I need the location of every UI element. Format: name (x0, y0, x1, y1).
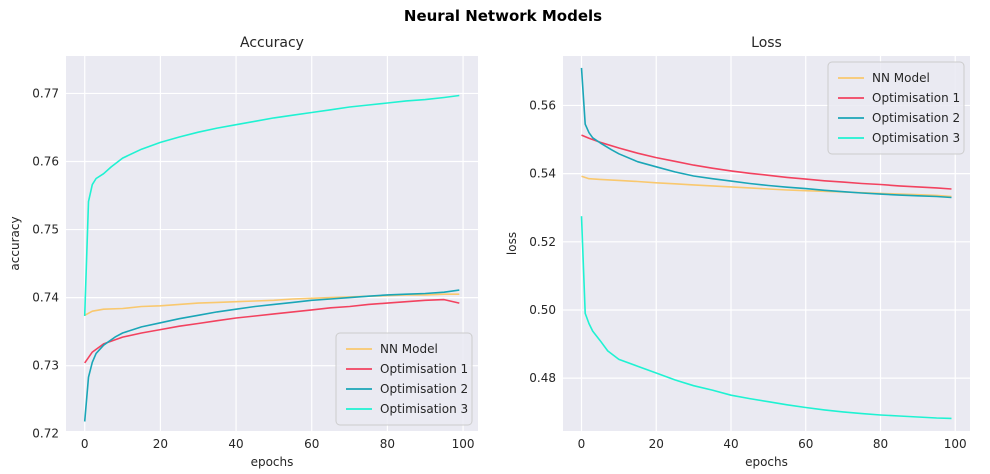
series-line-optimisation-1 (581, 134, 952, 190)
chart-title: Loss (751, 35, 782, 51)
x-tick-label: 80 (873, 437, 888, 451)
y-tick-label: 0.54 (529, 167, 556, 181)
legend-entry: NN Model (872, 71, 930, 85)
y-tick-label: 0.75 (32, 223, 59, 237)
x-tick-label: 100 (452, 437, 475, 451)
x-axis-label: epochs (251, 455, 294, 469)
legend-entry: Optimisation 2 (872, 111, 960, 125)
legend-entry: Optimisation 2 (380, 382, 468, 396)
series-line-optimisation-3 (580, 216, 952, 420)
x-tick-label: 60 (798, 437, 813, 451)
chart-title: Accuracy (240, 35, 304, 51)
y-axis-label: loss (505, 232, 519, 255)
y-tick-label: 0.48 (529, 371, 556, 385)
x-tick-label: 20 (153, 437, 168, 451)
x-tick-label: 40 (723, 437, 738, 451)
y-tick-label: 0.73 (32, 359, 59, 373)
x-tick-label: 0 (81, 437, 89, 451)
x-tick-label: 40 (228, 437, 243, 451)
series-line-optimisation-2 (83, 289, 460, 422)
legend-entry: Optimisation 1 (872, 91, 960, 105)
y-tick-label: 0.77 (32, 86, 59, 100)
y-tick-label: 0.72 (32, 427, 59, 441)
figure-title: Neural Network Models (404, 7, 602, 25)
legend-entry: Optimisation 3 (872, 131, 960, 145)
x-tick-label: 60 (304, 437, 319, 451)
legend-entry: Optimisation 3 (380, 402, 468, 416)
x-tick-label: 20 (649, 437, 664, 451)
chart-2: 0 20 40 60 80 100 0.48 0.50 0.52 0.54 0.56 Loss epoc… (505, 35, 970, 469)
series-line-optimisation-2 (580, 67, 952, 199)
series-line-optimisation-3 (83, 94, 460, 317)
legend: NN Model Optimisation 1 Optimisation 2 Opti… (335, 332, 473, 426)
y-tick-label: 0.76 (32, 154, 59, 168)
series-line-nn-model (581, 175, 952, 198)
legend-box (335, 332, 473, 426)
x-tick-label: 80 (380, 437, 395, 451)
legend-entry: Optimisation 1 (380, 362, 468, 376)
y-tick-label: 0.50 (529, 303, 556, 317)
x-axis-label: epochs (745, 455, 788, 469)
y-tick-label: 0.52 (529, 235, 556, 249)
legend-box (827, 61, 965, 155)
y-axis-label: accuracy (8, 216, 22, 270)
y-tick-label: 0.56 (529, 98, 556, 112)
legend-entry: NN Model (380, 342, 438, 356)
chart-1: 0 20 40 60 80 100 0.72 0.73 0.74 0.75 0.76 0.77 Accu… (8, 35, 478, 469)
x-tick-label: 0 (578, 437, 586, 451)
x-tick-label: 100 (944, 437, 967, 451)
plots-layer: 0 20 40 60 80 100 0.72 0.73 0.74 0.75 0.76 0.77 Accu… (8, 35, 970, 469)
y-tick-label: 0.74 (32, 291, 59, 305)
series-line-optimisation-1 (84, 298, 460, 364)
legend: NN Model Optimisation 1 Optimisation 2 Opti… (827, 61, 965, 155)
